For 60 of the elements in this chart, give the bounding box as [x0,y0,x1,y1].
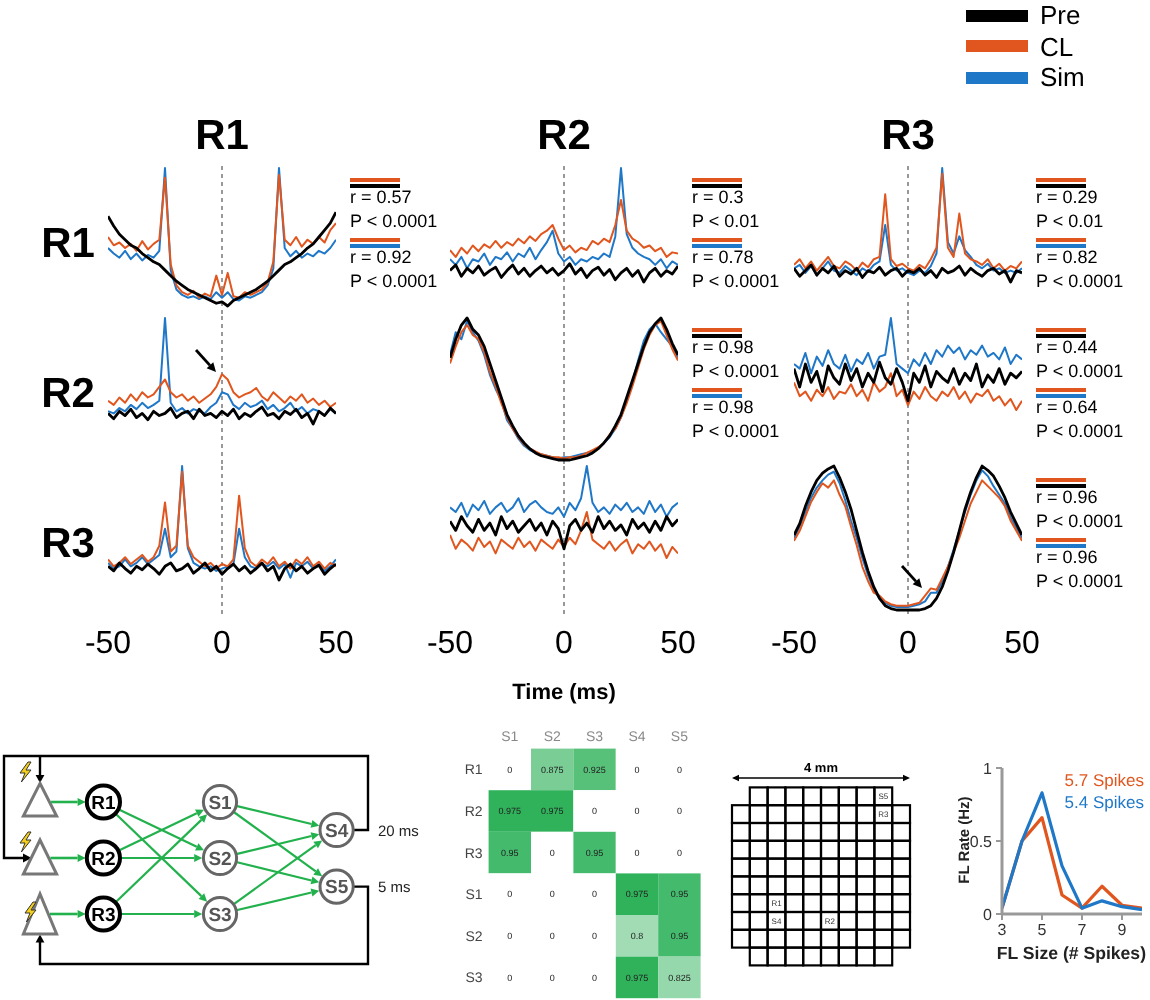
text: r = 0.98 [692,337,754,357]
text: P < 0.0001 [1036,271,1124,291]
text: r = 0.98 [692,397,754,417]
text: r = 0.78 [692,247,754,267]
text: S1 [208,792,234,815]
x-tick-label: 7 [1077,921,1088,940]
text: S5 [324,877,350,900]
series-label: 5.4 Spikes [1064,792,1144,814]
text: P < 0.0001 [350,271,438,291]
text: r = 0.82 [1036,247,1098,267]
y-tick-label: 0 [983,905,994,924]
legend-label: Pre [1040,0,1081,31]
legend-label: Sim [1040,62,1085,93]
x-tick-label: 5 [1037,921,1048,940]
legend-label: CL [1040,31,1074,62]
text: r = 0.3 [692,187,744,207]
x-tick-label: 3 [997,921,1008,940]
text: r = 0.96 [1036,487,1098,507]
text: r = 0.44 [1036,337,1098,357]
x-tick-label: 9 [1117,921,1128,940]
text: P < 0.0001 [1036,421,1124,441]
text: P < 0.0001 [350,211,438,231]
x-tick-label: -50 [770,626,818,661]
y-tick-label: 0.5 [969,832,994,851]
text: P < 0.0001 [692,421,780,441]
chart-title: R1 [195,113,249,159]
text: P < 0.01 [692,211,760,231]
chart-title: R2 [537,113,591,159]
x-tick-label: -50 [426,626,474,661]
y-axis-title: R3 [41,520,95,566]
text: P < 0.0001 [692,271,780,291]
text: P < 0.0001 [692,361,780,381]
x-tick-label: 0 [899,626,918,661]
x-tick-label: 0 [555,626,574,661]
chart-title: R3 [881,113,935,159]
text: P < 0.01 [1036,211,1104,231]
text: r = 0.64 [1036,397,1098,417]
text: 5.7 Spikes [1064,770,1144,792]
y-tick-label: 1 [983,759,994,778]
text: P < 0.0001 [1036,361,1124,381]
x-tick-label: 0 [213,626,232,661]
text: S4 [324,820,350,843]
text: r = 0.29 [1036,187,1098,207]
text: r = 0.92 [350,247,412,267]
text: R2 [91,848,116,871]
y-axis-title: R2 [41,370,95,416]
x-tick-label: -50 [84,626,132,661]
x-tick-label: 50 [318,626,354,661]
text: R1 [91,792,117,815]
x-axis-title: Time (ms) [512,681,616,705]
text: R3 [91,904,116,927]
text: P < 0.0001 [1036,571,1124,591]
x-tick-label: 50 [1004,626,1040,661]
text: S2 [208,848,232,871]
x-tick-label: 50 [660,626,696,661]
x-axis-title: FL Size (# Spikes) [996,943,1146,964]
y-axis-title: R1 [41,220,95,266]
text: r = 0.96 [1036,547,1098,567]
text: r = 0.57 [350,187,412,207]
text: P < 0.0001 [1036,511,1124,531]
